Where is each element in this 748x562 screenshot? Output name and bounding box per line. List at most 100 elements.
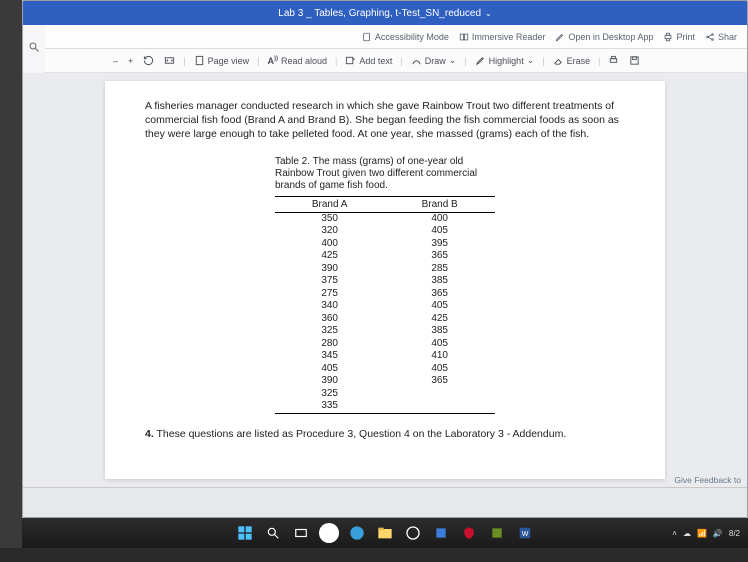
print-toolbar-button[interactable] [606,54,621,67]
separator: | [400,56,402,66]
print-icon [663,32,673,42]
table-row: 335 [275,400,495,413]
task-view-icon[interactable] [291,523,311,543]
cell-brand-a: 390 [275,263,384,276]
highlight-label: Highlight [489,56,524,66]
cell-brand-b: 285 [384,263,495,276]
screen-root: Lab 3 _ Tables, Graphing, t-Test_SN_redu… [0,0,748,562]
save-toolbar-button[interactable] [627,54,642,67]
cloud-icon[interactable]: ☁ [683,529,691,538]
draw-button[interactable]: Draw ⌄ [409,54,459,67]
separator: | [183,56,185,66]
accessibility-label: Accessibility Mode [375,32,449,42]
cell-brand-a: 425 [275,250,384,263]
monitor-bottom-bezel [0,548,748,562]
table-row: 375385 [275,275,495,288]
chevron-up-icon[interactable]: ˄ [672,529,677,538]
cell-brand-a: 325 [275,325,384,338]
file-explorer-icon[interactable] [375,523,395,543]
edge-icon[interactable] [347,523,367,543]
command-bar: Accessibility Mode Immersive Reader Open… [23,25,747,49]
rotate-button[interactable] [141,54,156,67]
add-text-button[interactable]: Add text [343,54,394,67]
highlight-button[interactable]: Highlight ⌄ [473,54,537,67]
cell-brand-b: 365 [384,250,495,263]
cell-brand-a: 375 [275,275,384,288]
accessibility-mode-button[interactable]: Accessibility Mode [362,32,449,42]
table-row: 345410 [275,350,495,363]
volume-icon[interactable]: 🔊 [713,529,723,538]
chevron-down-icon: ⌄ [527,55,535,66]
separator: | [542,56,544,66]
system-tray[interactable]: ˄ ☁ 📶 🔊 8/2 [672,529,740,538]
table-row: 350400 [275,212,495,225]
cell-brand-a: 390 [275,375,384,388]
windows-taskbar: W ˄ ☁ 📶 🔊 8/2 [22,518,748,548]
mcafee-icon[interactable] [459,523,479,543]
erase-button[interactable]: Erase [551,54,593,67]
table-row: 405405 [275,363,495,376]
title-dropdown-icon[interactable]: ⌄ [485,9,492,18]
table-row: 320405 [275,225,495,238]
question-text: These questions are listed as Procedure … [154,428,566,440]
cell-brand-a: 340 [275,300,384,313]
zoom-out-button[interactable]: – [111,55,120,67]
taskbar-app-icon[interactable] [319,523,339,543]
erase-label: Erase [567,56,591,66]
start-button[interactable] [235,523,255,543]
app-window: Lab 3 _ Tables, Graphing, t-Test_SN_redu… [22,0,748,518]
share-icon [705,32,715,42]
cell-brand-a: 280 [275,338,384,351]
cell-brand-b: 405 [384,300,495,313]
cell-brand-b: 425 [384,313,495,326]
search-icon[interactable] [28,40,40,58]
share-button[interactable]: Shar [705,32,737,42]
immersive-label: Immersive Reader [472,32,546,42]
fit-button[interactable] [162,54,177,67]
read-aloud-label: Read aloud [281,56,327,66]
cell-brand-a: 350 [275,212,384,225]
taskbar-app-icon[interactable] [487,523,507,543]
search-sidebar [23,25,45,73]
cell-brand-a: 345 [275,350,384,363]
document-page: A fisheries manager conducted research i… [105,81,665,479]
word-icon[interactable]: W [515,523,535,543]
table-row: 275365 [275,288,495,301]
accessibility-icon [362,32,372,42]
zoom-in-button[interactable]: + [126,55,135,67]
table-row: 340405 [275,300,495,313]
table-row: 360425 [275,313,495,326]
cell-brand-a: 320 [275,225,384,238]
table-caption: Table 2. The mass (grams) of one-year ol… [275,156,495,192]
taskbar-app-icon[interactable] [403,523,423,543]
give-feedback-link[interactable]: Give Feedback to [674,475,741,485]
cell-brand-a: 400 [275,238,384,251]
cell-brand-b: 410 [384,350,495,363]
taskbar-app-icon[interactable] [431,523,451,543]
svg-text:W: W [522,531,529,538]
cell-brand-a: 360 [275,313,384,326]
table-row: 280405 [275,338,495,351]
taskbar-search-icon[interactable] [263,523,283,543]
document-canvas[interactable]: A fisheries manager conducted research i… [23,73,747,487]
question-number: 4. [145,428,154,440]
chevron-down-icon: ⌄ [449,55,457,66]
read-aloud-button[interactable]: A)) Read aloud [266,55,330,67]
page-view-button[interactable]: Page view [192,54,252,67]
tray-time: 8/2 [729,529,740,538]
print-button[interactable]: Print [663,32,695,42]
immersive-reader-button[interactable]: Immersive Reader [459,32,546,42]
share-label: Shar [718,32,737,42]
col-header-a: Brand A [275,196,384,212]
table-row: 390285 [275,263,495,276]
pdf-toolbar: – + | Page view | A)) Read aloud [23,49,747,73]
cell-brand-b: 385 [384,325,495,338]
draw-label: Draw [425,56,446,66]
monitor-left-bezel [0,0,22,562]
cell-brand-b: 365 [384,375,495,388]
separator: | [257,56,259,66]
page-view-label: Page view [208,56,250,66]
wifi-icon[interactable]: 📶 [697,529,707,538]
open-desktop-button[interactable]: Open in Desktop App [555,32,653,42]
cell-brand-a: 405 [275,363,384,376]
